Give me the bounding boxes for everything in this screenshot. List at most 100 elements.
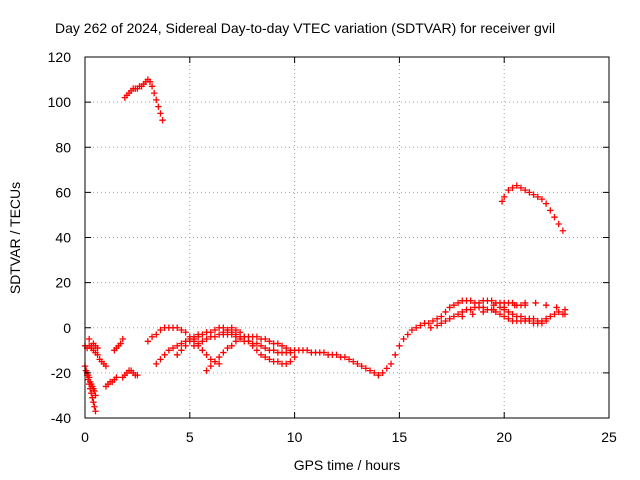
- y-tick-label: 80: [55, 139, 71, 155]
- data-point: [555, 308, 562, 316]
- data-point: [505, 308, 512, 316]
- data-point: [291, 353, 298, 361]
- data-point: [113, 374, 120, 381]
- y-tick-label: 60: [55, 184, 71, 200]
- data-point: [245, 338, 252, 345]
- y-tick-label: -40: [51, 410, 71, 426]
- data-point: [119, 335, 126, 343]
- data-point: [194, 333, 202, 340]
- data-point: [215, 360, 223, 368]
- data-point: [429, 317, 437, 325]
- data-point: [454, 311, 462, 318]
- data-point: [459, 313, 466, 320]
- data-point: [513, 182, 520, 189]
- data-point: [178, 347, 185, 354]
- data-point: [174, 324, 181, 331]
- data-point: [92, 392, 99, 399]
- data-point: [203, 367, 210, 374]
- data-point: [392, 351, 399, 359]
- data-point: [350, 358, 357, 365]
- data-point: [92, 408, 99, 415]
- series-track-e: [102, 374, 120, 390]
- data-point: [146, 78, 154, 86]
- data-point: [333, 351, 340, 359]
- data-point: [371, 369, 378, 377]
- data-point: [150, 89, 158, 97]
- data-point: [542, 315, 550, 322]
- data-point: [153, 96, 160, 104]
- data-point: [547, 313, 554, 320]
- data-point: [446, 304, 453, 311]
- series-track-q: [427, 304, 550, 331]
- data-point: [521, 186, 529, 194]
- data-point: [417, 322, 424, 329]
- data-point: [228, 331, 235, 338]
- data-point: [532, 299, 539, 307]
- data-point: [480, 308, 487, 316]
- series-track-t: [498, 182, 567, 234]
- data-point: [501, 306, 508, 313]
- data-point: [488, 297, 495, 304]
- data-point: [266, 356, 273, 363]
- data-point: [442, 308, 449, 316]
- series-track-h: [121, 76, 166, 124]
- data-point: [165, 347, 173, 354]
- data-point: [278, 342, 286, 349]
- series-track-d: [85, 335, 110, 370]
- data-point: [438, 320, 445, 327]
- data-point: [542, 200, 550, 207]
- x-tick-label: 0: [81, 429, 89, 445]
- data-point: [408, 326, 416, 334]
- y-tick-label: 0: [63, 320, 71, 336]
- data-point: [169, 344, 177, 352]
- data-point: [517, 184, 525, 192]
- data-point: [505, 315, 512, 322]
- data-point: [509, 184, 516, 192]
- data-point: [530, 315, 537, 322]
- data-point: [220, 349, 227, 356]
- x-tick-label: 5: [186, 429, 194, 445]
- data-point: [551, 311, 558, 318]
- data-point: [404, 331, 411, 338]
- x-tick-label: 10: [287, 429, 303, 445]
- data-point: [257, 342, 265, 349]
- data-point: [551, 213, 558, 221]
- data-point: [362, 365, 370, 372]
- data-point: [236, 335, 244, 343]
- grid-lines: [85, 57, 609, 418]
- y-tick-label: 120: [48, 49, 72, 65]
- x-tick-label: 25: [601, 429, 617, 445]
- y-tick-label: 40: [55, 230, 71, 246]
- data-point: [134, 371, 141, 379]
- data-point: [274, 358, 282, 365]
- data-point: [91, 387, 98, 395]
- data-point: [427, 324, 435, 331]
- data-point: [94, 351, 101, 359]
- data-point: [211, 326, 219, 334]
- data-point: [174, 342, 181, 349]
- data-point: [190, 342, 198, 349]
- data-point: [274, 340, 282, 347]
- data-point: [85, 374, 93, 381]
- data-point: [341, 353, 349, 361]
- data-point: [199, 347, 206, 354]
- data-point: [182, 342, 189, 349]
- data-point: [262, 335, 269, 343]
- plot-frame: [84, 56, 610, 419]
- data-point: [88, 342, 95, 349]
- data-point: [345, 356, 353, 363]
- data-point: [215, 353, 223, 361]
- data-point: [228, 342, 235, 349]
- data-point: [454, 299, 462, 307]
- data-point: [366, 367, 374, 374]
- data-point: [253, 347, 261, 354]
- data-point: [102, 362, 110, 370]
- data-point: [467, 306, 474, 313]
- data-point: [501, 313, 508, 320]
- data-point: [211, 358, 219, 365]
- data-point: [159, 116, 166, 124]
- series-track-k: [174, 324, 240, 359]
- y-tick-label: 100: [48, 94, 72, 110]
- data-point: [190, 335, 198, 343]
- data-point: [253, 340, 261, 347]
